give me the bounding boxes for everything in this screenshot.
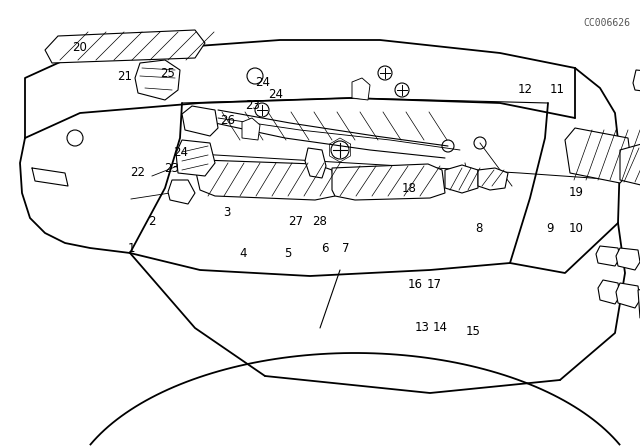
Text: 24: 24 bbox=[255, 76, 270, 90]
Text: 20: 20 bbox=[72, 40, 88, 54]
Polygon shape bbox=[305, 148, 326, 178]
Polygon shape bbox=[596, 246, 620, 266]
Polygon shape bbox=[242, 118, 260, 140]
Text: 8: 8 bbox=[475, 222, 483, 235]
Text: 10: 10 bbox=[568, 222, 584, 235]
Polygon shape bbox=[168, 180, 195, 204]
Polygon shape bbox=[638, 283, 640, 326]
Text: 24: 24 bbox=[173, 146, 188, 159]
Text: 23: 23 bbox=[164, 161, 179, 175]
Polygon shape bbox=[445, 165, 478, 193]
Text: 15: 15 bbox=[466, 325, 481, 338]
Polygon shape bbox=[620, 143, 640, 186]
Text: 14: 14 bbox=[433, 320, 448, 334]
Polygon shape bbox=[598, 280, 620, 304]
Text: 26: 26 bbox=[220, 114, 235, 128]
Text: 9: 9 bbox=[547, 222, 554, 235]
Text: 28: 28 bbox=[312, 215, 328, 228]
Text: 16: 16 bbox=[407, 278, 422, 291]
Polygon shape bbox=[195, 160, 335, 200]
Polygon shape bbox=[45, 30, 205, 63]
Polygon shape bbox=[176, 140, 215, 176]
Polygon shape bbox=[565, 128, 632, 183]
Text: CC006626: CC006626 bbox=[583, 18, 630, 28]
Polygon shape bbox=[633, 70, 640, 98]
Text: 3: 3 bbox=[223, 206, 231, 220]
Polygon shape bbox=[135, 60, 180, 100]
Polygon shape bbox=[616, 283, 640, 308]
Text: 25: 25 bbox=[160, 67, 175, 81]
Text: 23: 23 bbox=[245, 99, 260, 112]
Text: 24: 24 bbox=[268, 87, 283, 101]
Polygon shape bbox=[616, 248, 640, 270]
Polygon shape bbox=[332, 164, 445, 200]
Polygon shape bbox=[182, 106, 218, 136]
Text: 4: 4 bbox=[239, 246, 247, 260]
Text: 18: 18 bbox=[402, 181, 417, 195]
Polygon shape bbox=[478, 168, 508, 190]
Text: 7: 7 bbox=[342, 242, 349, 255]
Text: 27: 27 bbox=[288, 215, 303, 228]
Text: 2: 2 bbox=[148, 215, 156, 228]
Text: 1: 1 bbox=[127, 242, 135, 255]
Text: 19: 19 bbox=[568, 186, 584, 199]
Text: 13: 13 bbox=[415, 320, 430, 334]
Text: 12: 12 bbox=[517, 83, 532, 96]
Text: 21: 21 bbox=[117, 69, 132, 83]
Text: 6: 6 bbox=[321, 242, 329, 255]
Text: 22: 22 bbox=[130, 166, 145, 179]
Text: 11: 11 bbox=[549, 83, 564, 96]
Polygon shape bbox=[352, 78, 370, 100]
Text: 17: 17 bbox=[426, 278, 442, 291]
Text: 5: 5 bbox=[284, 246, 292, 260]
